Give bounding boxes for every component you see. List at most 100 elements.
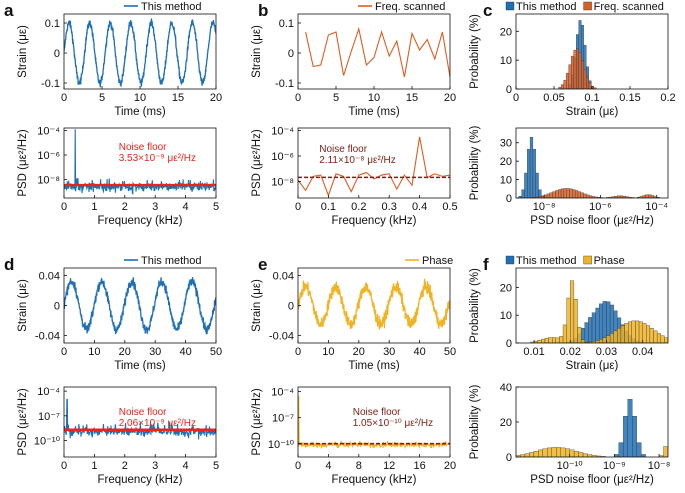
x-tick-label: 10 [134,92,146,104]
x-tick-label: 40 [179,346,191,358]
axes-frame [515,13,669,90]
x-tick-label: 0.2 [660,92,675,104]
x-tick-label: 10 [322,346,334,358]
x-tick-label: 10⁻¹⁰ [557,460,584,472]
y-tick-label: -0.04 [269,331,294,343]
x-tick-label: 0 [513,92,519,104]
histogram-bar [648,194,652,198]
x-tick-label: 0.3 [382,201,397,213]
x-tick-label: 10⁻⁶ [589,201,612,213]
panel-label: f [483,255,489,274]
axes-frame [297,13,451,90]
histogram-bar [532,149,536,198]
panel-label: d [4,255,14,274]
legend-swatch [583,255,592,265]
histogram-bar [527,149,531,198]
histogram-bar [664,337,668,343]
x-tick-label: 0 [61,92,67,104]
histogram-bar [635,320,640,343]
histogram-bar [642,323,647,343]
plot-area [298,395,450,450]
x-tick-label: 40 [413,346,425,358]
panel-label: c [483,1,492,20]
y-tick-label: 20 [500,26,512,38]
histogram-bar [663,446,668,457]
y-tick-label: 10⁻⁷ [38,411,60,423]
axes-frame [515,386,669,458]
histogram-bar [562,324,567,343]
y-tick-label: 10 [500,310,512,322]
x-tick-label: 10 [368,92,380,104]
x-tick-label: 0 [295,92,301,104]
legend-label: This method [516,255,577,267]
x-axis-label: Time (ms) [114,360,165,372]
histogram-bar [529,452,535,457]
axes-frame [515,267,669,344]
x-tick-label: 20 [444,460,456,472]
x-tick-label: 3 [152,460,158,472]
x-tick-label: 0.01 [523,346,544,358]
legend-label: This method [141,255,202,267]
y-tick-label: 10⁻⁸ [37,175,60,187]
y-tick-label: 0 [288,48,294,60]
x-tick-label: 1 [91,460,97,472]
y-axis-label: PSD (με²/Hz) [251,129,263,197]
histogram-bar [581,60,584,89]
chart-c-bottom: 10⁻⁸ 10⁻⁶ 10⁻⁴ 0 10 20 30 PSD noise floor (με²/… [469,125,669,227]
histogram-bar [552,191,556,198]
histogram-bar [556,447,561,457]
legend-label: Phase [422,255,453,267]
histogram-bar [541,338,546,343]
x-tick-label: 0.5 [442,201,457,213]
histogram-bar [586,76,589,89]
histogram-bar [535,172,539,198]
histogram-bar [552,337,556,343]
y-tick-label: 10 [500,175,512,187]
x-tick-label: 5 [99,92,105,104]
x-axis-label: Frequency (kHz) [332,215,417,227]
x-tick-label: 0.02 [560,346,581,358]
noise-floor-annotation: Noise floor [119,407,167,418]
noise-floor-annotation: Noise floor [353,407,401,418]
histogram-bar [580,339,585,343]
x-tick-label: 5 [213,460,219,472]
histogram-bar [543,194,548,198]
chart-e-bottom: 0 4 8 12 16 20 10⁻¹⁰ 10⁻⁷ 10⁻⁴ Frequency (kHz) PSD… [251,386,456,486]
histogram-bar [546,193,550,198]
histogram-bar [636,442,642,457]
y-tick-label: 0 [506,452,512,464]
histogram-bar [624,323,629,343]
noise-floor-annotation: 2.11×10⁻⁸ με²/Hz [319,155,396,166]
plot-area [558,20,597,89]
histogram-bar [572,189,576,198]
x-tick-label: 50 [210,346,222,358]
y-axis-label: PSD (με²/Hz) [17,129,29,197]
histogram-bar [569,449,575,457]
histogram-bar [544,337,549,343]
histogram-bar [628,321,632,343]
histogram-bar [570,280,575,343]
legend-entry: Phase [405,255,453,267]
histogram-bar [537,340,542,343]
y-axis-label: PSD (με²/Hz) [251,388,263,456]
x-tick-label: 0.4 [412,201,427,213]
histogram-bar [578,452,584,457]
histogram-bar [609,333,614,343]
x-axis-label: Time (ms) [114,106,165,118]
legend-entry: Freq. scanned [358,1,445,13]
plot-area [64,129,216,195]
histogram-bar [566,188,570,198]
histogram-bar [583,69,587,89]
histogram-bar [588,317,593,343]
histogram-bar [524,453,530,457]
legend-entry: This method [124,255,202,267]
x-tick-label: 0.2 [351,201,366,213]
histogram-bar [571,55,574,89]
y-tick-label: 20 [500,417,512,429]
histogram-bar [533,450,539,457]
